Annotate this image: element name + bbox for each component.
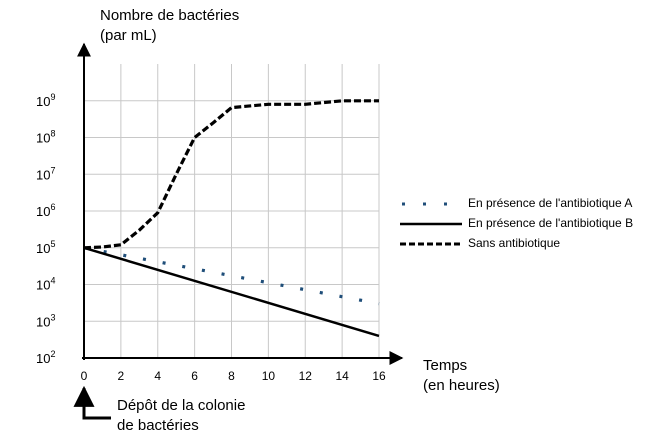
deposit-arrow [73, 385, 111, 420]
x-tick-label: 8 [228, 369, 235, 383]
y-tick-exponent: 3 [50, 312, 55, 322]
legend-label: Sans antibiotique [468, 236, 561, 250]
y-tick-label: 108 [36, 129, 55, 146]
x-tick-label: 0 [81, 369, 88, 383]
x-axis-title: Temps (en heures) [423, 356, 500, 396]
series-line-3 [83, 99, 379, 250]
series-line-2 [83, 246, 380, 338]
y-tick-label: 106 [36, 202, 55, 219]
x-tick-label: 10 [262, 369, 276, 383]
axes [73, 42, 404, 420]
y-tick-exponent: 5 [50, 239, 55, 249]
y-axis-title-line2: (par mL) [100, 27, 157, 44]
legend-label: En présence de l'antibiotique A [468, 196, 633, 210]
x-axis-title-line1: Temps [423, 357, 468, 374]
y-tick-exponent: 4 [50, 276, 55, 286]
deposit-annotation-line1: Dépôt de la colonie [117, 397, 246, 414]
x-tick-label: 4 [154, 369, 161, 383]
deposit-annotation-line2: de bactéries [117, 417, 199, 434]
legend-swatch-dashed [400, 242, 462, 246]
x-tick-label: 6 [191, 369, 198, 383]
y-axis-title-line1: Nombre de bactéries [100, 7, 240, 24]
series-lines [83, 99, 380, 338]
tick-labels: 0 2 4 6 8 10 12 14 16 102 103 104 105 106 107 108 109 [36, 92, 386, 383]
deposit-annotation: Dépôt de la colonie de bactéries [117, 396, 245, 436]
x-axis-title-line2: (en heures) [423, 377, 500, 394]
y-tick-exponent: 8 [50, 129, 55, 139]
x-tick-label: 2 [118, 369, 125, 383]
legend-swatch-solid [400, 222, 462, 226]
y-tick-label: 107 [36, 165, 55, 182]
y-tick-exponent: 2 [50, 349, 55, 359]
y-tick-label: 104 [36, 276, 55, 293]
y-tick-exponent: 6 [50, 202, 55, 212]
legend-swatch-dotted [402, 202, 460, 206]
y-tick-exponent: 7 [50, 165, 55, 175]
y-tick-label: 109 [36, 92, 55, 109]
grid [84, 64, 380, 358]
x-tick-label: 16 [372, 369, 386, 383]
x-tick-label: 14 [335, 369, 349, 383]
y-tick-label: 103 [36, 312, 55, 329]
y-tick-label: 102 [36, 349, 55, 366]
y-tick-label: 105 [36, 239, 55, 256]
y-axis-title: Nombre de bactéries (par mL) [100, 6, 239, 46]
legend-label: En présence de l'antibiotique B [468, 216, 634, 230]
x-tick-label: 12 [299, 369, 313, 383]
y-tick-exponent: 9 [50, 92, 55, 102]
